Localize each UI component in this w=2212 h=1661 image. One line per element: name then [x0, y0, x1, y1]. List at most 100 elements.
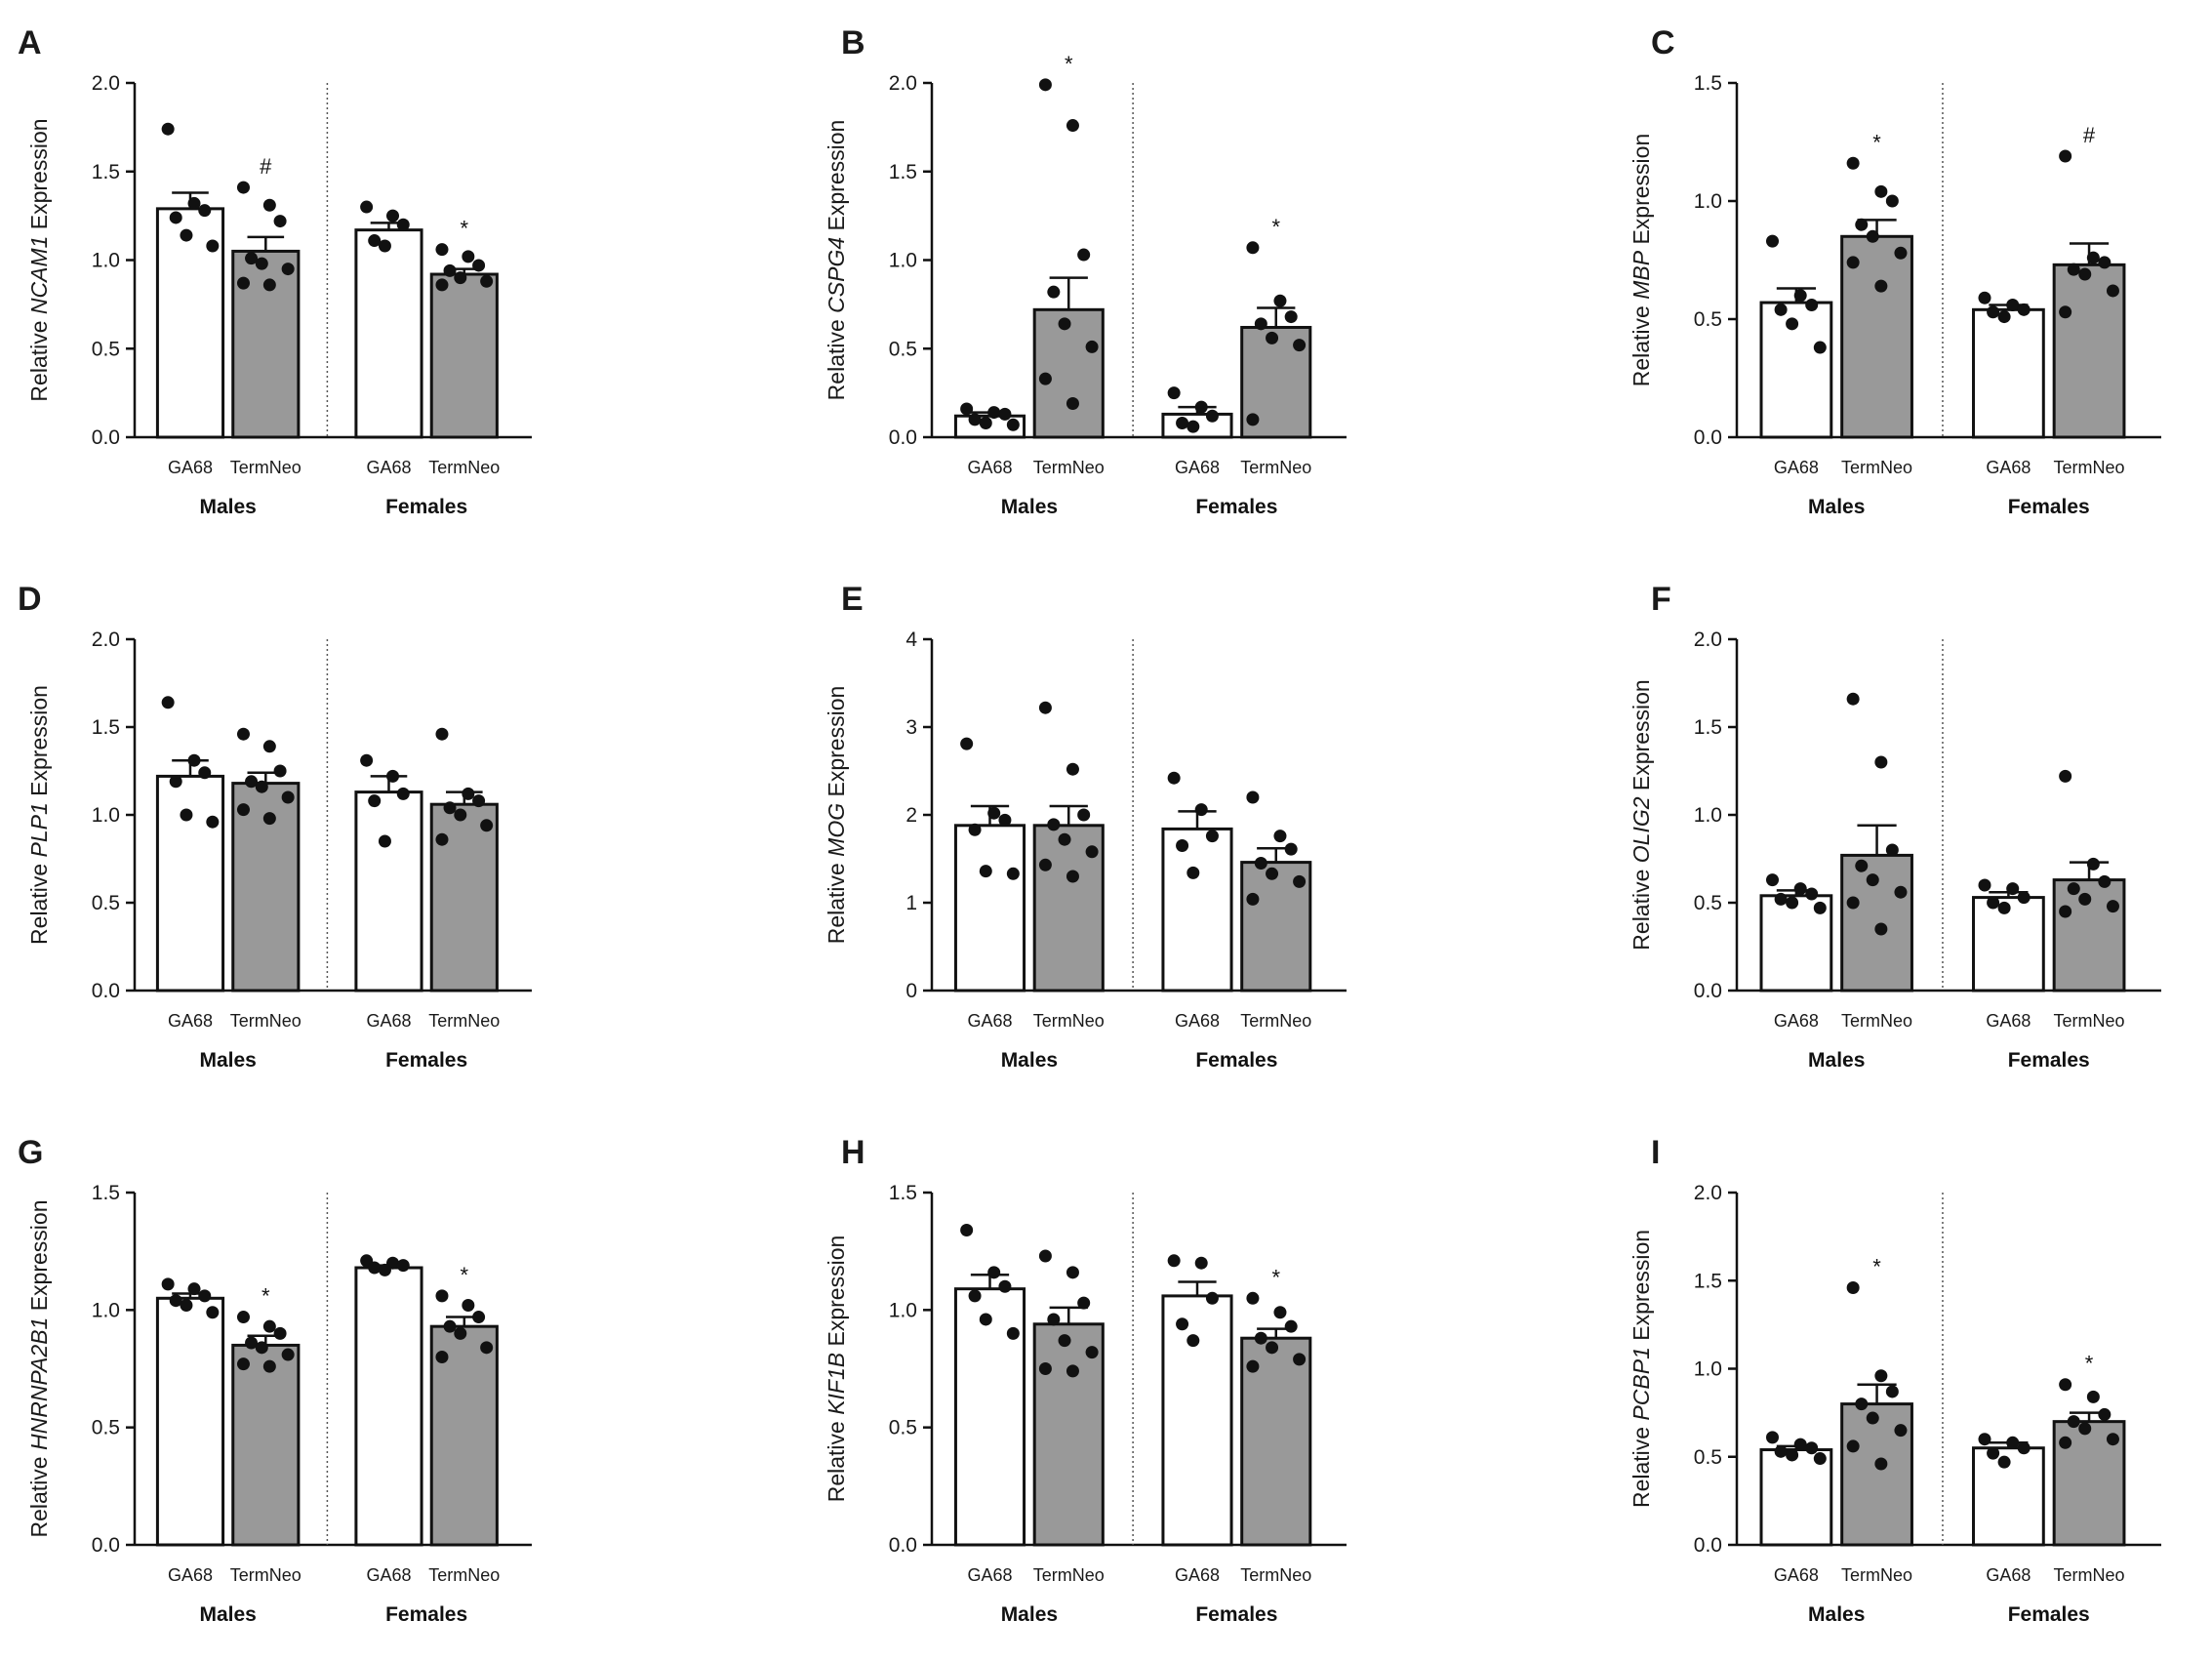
y-tick-label: 0.5: [92, 1417, 120, 1439]
data-point: [2006, 1436, 2020, 1449]
data-point: [454, 271, 467, 285]
bar-males-termneo: [231, 1343, 301, 1547]
data-point: [1047, 818, 1061, 831]
data-point: [180, 1299, 193, 1313]
chart-panel-f: F 0.0 0.5 1.0 1.5 2.0 Relative OLIG2 Expressio…: [1629, 581, 2161, 1072]
data-point: [1846, 256, 1860, 269]
significance-label: #: [2083, 123, 2096, 147]
x-category-label: GA68: [168, 1565, 213, 1585]
data-point: [378, 1263, 391, 1276]
data-point: [2098, 1407, 2111, 1421]
data-point: [1246, 1359, 1260, 1373]
data-point: [236, 181, 250, 194]
x-category-label: GA68: [366, 1565, 411, 1585]
x-category-label: GA68: [1986, 1565, 2031, 1585]
y-tick-label: 1: [905, 892, 917, 914]
data-point: [480, 819, 494, 832]
data-point: [1066, 1266, 1079, 1279]
significance-label: *: [461, 217, 469, 241]
data-point: [462, 787, 475, 800]
data-point: [198, 766, 212, 780]
data-point: [443, 801, 457, 815]
data-point: [979, 416, 992, 429]
data-point: [960, 1224, 974, 1237]
data-point: [1266, 1341, 1279, 1355]
data-point: [1058, 1334, 1071, 1348]
data-point: [960, 402, 974, 416]
data-point: [273, 1326, 287, 1340]
y-tick-label: 1.0: [92, 1299, 120, 1321]
data-point: [198, 1289, 212, 1303]
data-point: [1194, 803, 1208, 817]
data-point: [2086, 251, 2100, 264]
data-point: [1874, 279, 1888, 293]
chart-panel-d: D 0.0 0.5 1.0 1.5 2.0 Relative PLP1 Expression…: [18, 581, 532, 1072]
data-point: [1266, 867, 1279, 880]
data-point: [1194, 1256, 1208, 1270]
data-point: [1038, 78, 1052, 92]
data-point: [255, 780, 268, 793]
y-axis-title: Relative CSPG4 Expression: [824, 120, 849, 401]
data-point: [255, 1341, 268, 1355]
x-group-label: Males: [1001, 1049, 1058, 1072]
data-point: [1066, 762, 1079, 776]
data-point: [1205, 830, 1219, 843]
x-group-label: Females: [1195, 1049, 1277, 1072]
data-point: [1205, 409, 1219, 423]
panel-letter: B: [841, 24, 865, 61]
bar-males-ga68: [155, 1296, 225, 1547]
y-tick-label: 0.0: [92, 980, 120, 1002]
y-tick-label: 1.0: [1694, 1358, 1722, 1381]
significance-label: *: [261, 1284, 270, 1309]
data-point: [1246, 1291, 1260, 1305]
bar-females-ga68: [1972, 307, 2045, 439]
data-point: [1786, 1448, 1799, 1462]
data-point: [273, 215, 287, 228]
data-point: [1765, 234, 1779, 248]
data-point: [236, 803, 250, 817]
data-point: [2078, 267, 2092, 281]
y-tick-label: 0.5: [92, 338, 120, 360]
data-point: [1846, 896, 1860, 910]
y-tick-label: 1.5: [92, 716, 120, 739]
x-category-label: TermNeo: [1841, 1565, 1912, 1585]
data-point: [1058, 317, 1071, 331]
x-category-label: GA68: [168, 458, 213, 477]
data-point: [1058, 832, 1071, 846]
data-point: [1866, 1411, 1879, 1425]
data-point: [1038, 372, 1052, 385]
data-point: [1066, 119, 1079, 133]
y-tick-label: 1.5: [1694, 716, 1722, 739]
data-point: [245, 775, 259, 789]
x-category-label: TermNeo: [2054, 1565, 2125, 1585]
x-group-label: Males: [1808, 1049, 1865, 1072]
data-point: [2059, 1436, 2072, 1449]
data-point: [2106, 1433, 2119, 1446]
panel-letter: I: [1651, 1134, 1660, 1171]
data-point: [2098, 874, 2111, 888]
data-point: [1978, 878, 1991, 892]
data-point: [245, 252, 259, 265]
y-tick-label: 0.5: [889, 1417, 917, 1439]
x-category-label: GA68: [1774, 1011, 1819, 1031]
data-point: [1874, 755, 1888, 769]
x-group-label: Males: [1808, 1603, 1865, 1626]
data-point: [443, 1319, 457, 1333]
data-point: [1874, 1457, 1888, 1471]
data-point: [396, 787, 410, 800]
data-point: [1254, 857, 1267, 870]
data-point: [1006, 1326, 1020, 1340]
bar-males-termneo: [1032, 1322, 1105, 1547]
data-point: [1774, 892, 1788, 906]
data-point: [435, 1289, 449, 1303]
data-point: [1254, 317, 1267, 331]
significance-label: *: [1271, 215, 1280, 239]
x-category-label: TermNeo: [1240, 1565, 1311, 1585]
y-axis-title: Relative MOG Expression: [824, 686, 849, 945]
data-point: [2059, 1378, 2072, 1392]
data-point: [480, 1341, 494, 1355]
data-point: [1894, 246, 1908, 260]
significance-label: *: [1065, 52, 1073, 76]
data-point: [2067, 882, 2080, 896]
data-point: [396, 218, 410, 231]
